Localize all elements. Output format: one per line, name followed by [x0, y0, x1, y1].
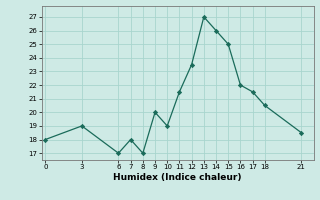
X-axis label: Humidex (Indice chaleur): Humidex (Indice chaleur) [113, 173, 242, 182]
